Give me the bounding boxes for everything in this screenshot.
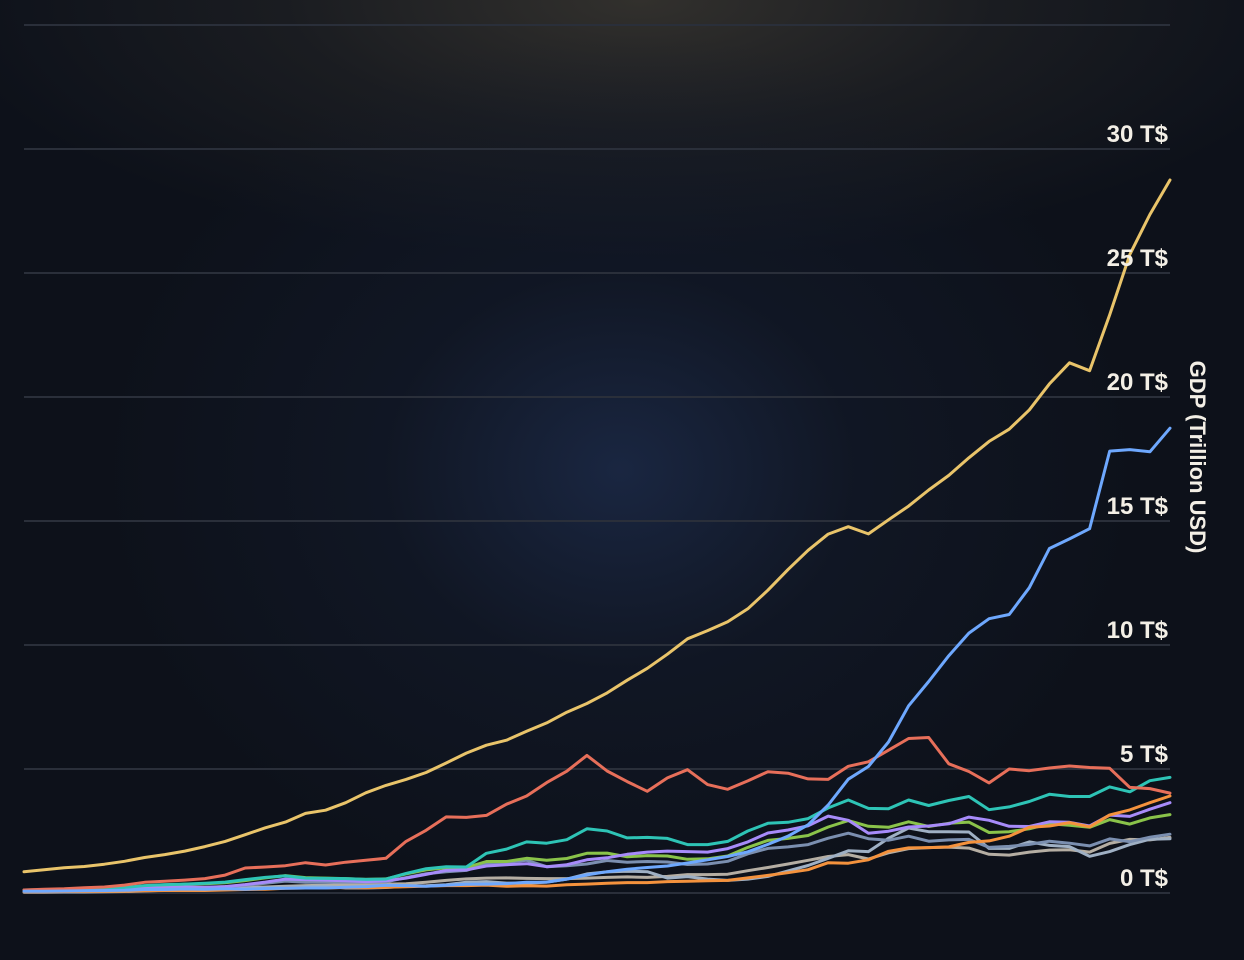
series-lines	[22, 178, 1172, 894]
series-line-united-kingdom	[22, 801, 1172, 892]
y-tick-label-30: 30 T$	[1107, 121, 1169, 148]
y-tick-label-5: 5 T$	[1120, 741, 1169, 768]
y-tick-label-15: 15 T$	[1107, 493, 1169, 520]
y-axis-title: GDP (Trillion USD)	[1185, 361, 1210, 554]
series-line-germany	[22, 775, 1172, 892]
series-line-china	[22, 426, 1172, 893]
y-tick-label-10: 10 T$	[1107, 617, 1169, 644]
series-line-japan	[22, 736, 1172, 892]
y-axis-ticks: 0 T$ 5 T$ 10 T$ 15 T$ 20 T$ 25 T$ 30 T$	[1107, 121, 1169, 892]
y-tick-label-0: 0 T$	[1120, 865, 1169, 892]
gridlines	[24, 24, 1170, 894]
y-tick-label-25: 25 T$	[1107, 245, 1169, 272]
y-tick-label-20: 20 T$	[1107, 369, 1169, 396]
series-line-united-states	[22, 178, 1172, 874]
